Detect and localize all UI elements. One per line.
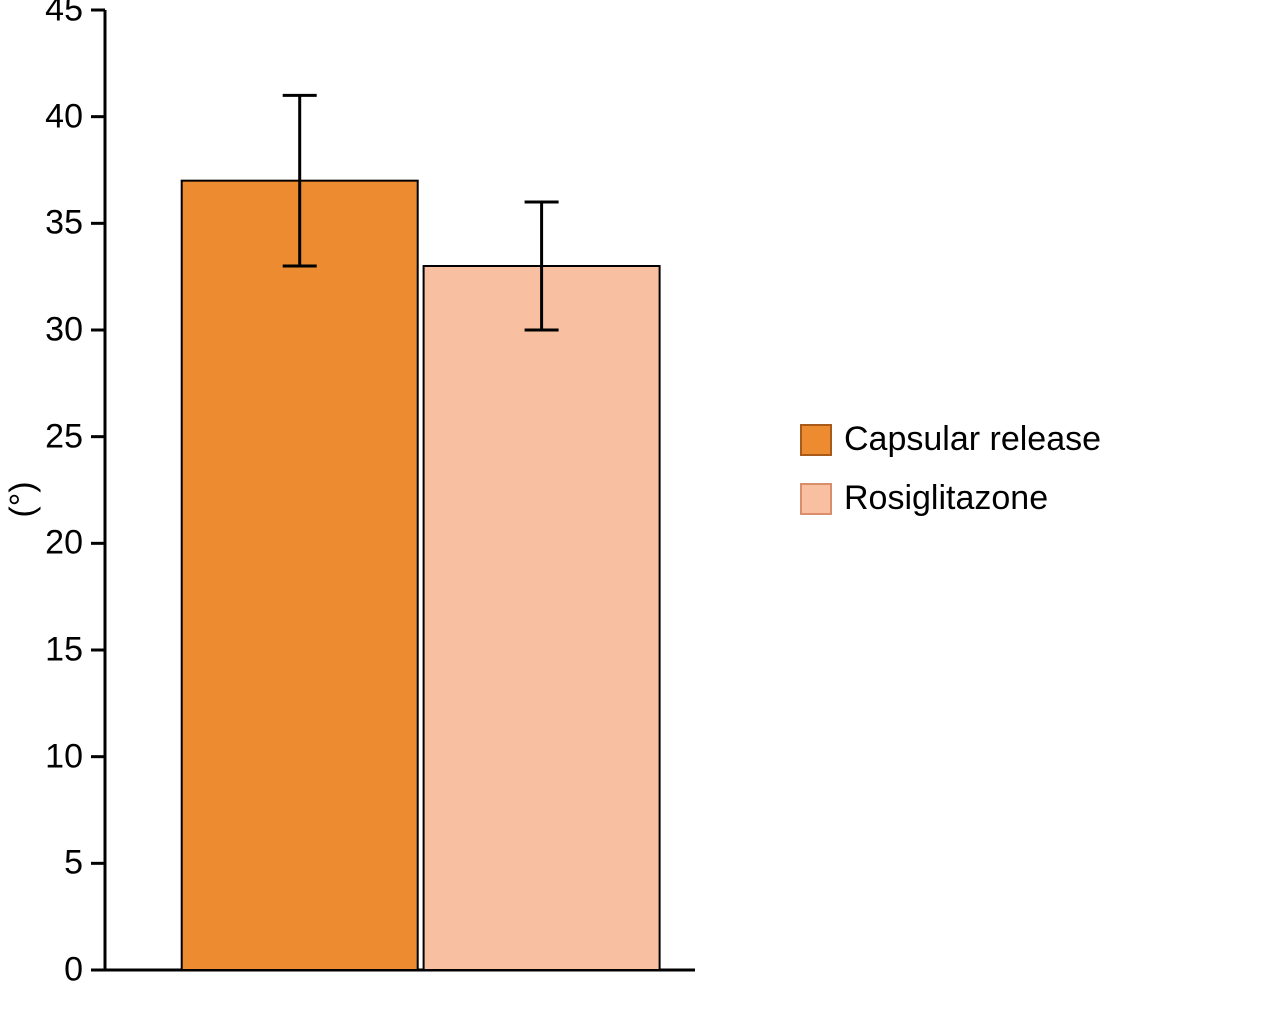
legend: Capsular release Rosiglitazone bbox=[800, 420, 1101, 518]
bar-chart: 0 5 10 15 20 25 30 35 40 45 (°) Capsular release R… bbox=[0, 0, 1280, 1018]
legend-swatch bbox=[800, 483, 832, 515]
bar bbox=[424, 266, 660, 970]
legend-item: Rosiglitazone bbox=[800, 479, 1101, 518]
legend-swatch bbox=[800, 424, 832, 456]
ytick-label: 25 bbox=[45, 417, 83, 456]
ytick-label: 45 bbox=[45, 0, 83, 30]
legend-item: Capsular release bbox=[800, 420, 1101, 459]
ytick-label: 40 bbox=[45, 97, 83, 136]
ytick-label: 20 bbox=[45, 524, 83, 563]
legend-label: Capsular release bbox=[844, 420, 1101, 459]
bar bbox=[182, 181, 418, 970]
ytick-label: 35 bbox=[45, 204, 83, 243]
ytick-label: 5 bbox=[64, 844, 83, 883]
ytick-label: 30 bbox=[45, 311, 83, 350]
ytick-label: 10 bbox=[45, 737, 83, 776]
ytick-label: 15 bbox=[45, 631, 83, 670]
y-axis-label: (°) bbox=[4, 481, 43, 517]
ytick-label: 0 bbox=[64, 951, 83, 990]
legend-label: Rosiglitazone bbox=[844, 479, 1048, 518]
